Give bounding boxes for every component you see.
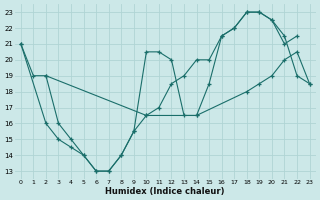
X-axis label: Humidex (Indice chaleur): Humidex (Indice chaleur) xyxy=(106,187,225,196)
